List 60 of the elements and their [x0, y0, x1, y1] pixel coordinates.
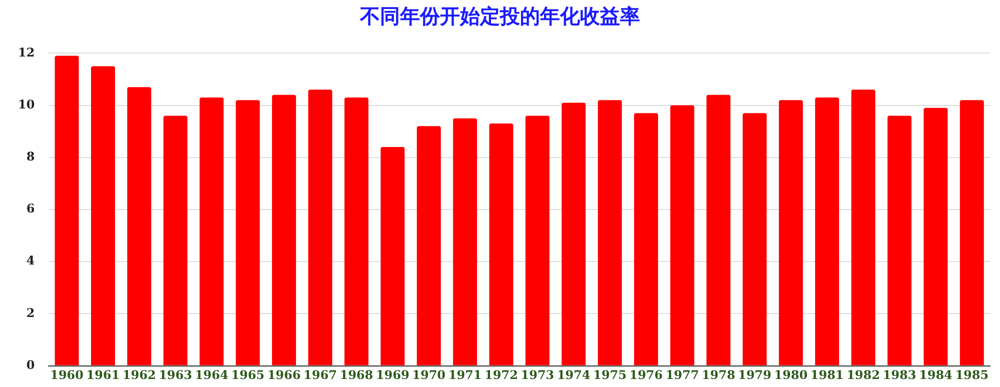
x-tick-label: 1966: [267, 368, 301, 382]
bar: [706, 94, 730, 366]
bar: [960, 100, 984, 366]
bar: [598, 100, 622, 366]
bar: [888, 116, 912, 366]
y-tick-label: 10: [18, 97, 35, 112]
x-tick-label: 1980: [774, 368, 808, 382]
y-tick-label: 12: [18, 45, 35, 60]
x-tick-label: 1977: [666, 368, 699, 382]
y-tick-label: 8: [26, 150, 35, 164]
x-tick-label: 1981: [810, 368, 844, 382]
x-tick-label: 1983: [882, 368, 916, 382]
x-tick-label: 1974: [556, 368, 590, 382]
bar: [344, 97, 368, 366]
x-tick-label: 1970: [412, 368, 446, 382]
y-tick-label: 4: [26, 254, 35, 268]
bar: [272, 94, 296, 366]
x-tick-label: 1975: [593, 368, 627, 382]
x-tick-label: 1985: [955, 368, 989, 382]
x-tick-label: 1973: [520, 368, 554, 382]
x-tick-label: 1984: [918, 368, 952, 382]
x-tick-label: 1960: [50, 368, 84, 382]
bar: [416, 126, 441, 366]
y-tick-label: 0: [26, 358, 35, 372]
bar: [634, 113, 658, 366]
bar: [924, 108, 948, 366]
x-tick-label: 1964: [194, 368, 228, 382]
x-tick-label: 1979: [738, 368, 772, 382]
bar: [54, 56, 79, 366]
y-tick-label: 2: [26, 306, 35, 320]
y-tick-label: 6: [26, 202, 35, 216]
x-tick-label: 1976: [629, 368, 663, 382]
x-tick-label: 1963: [158, 368, 192, 382]
x-tick-label: 1968: [340, 368, 374, 382]
bar: [562, 102, 586, 366]
bar: [380, 146, 405, 366]
bar: [525, 116, 550, 366]
x-tick-label: 1972: [484, 368, 518, 382]
bar: [453, 118, 478, 366]
x-tick-label: 1965: [231, 368, 265, 382]
x-tick-label: 1969: [376, 368, 410, 382]
bar: [236, 100, 260, 366]
bar: [815, 97, 840, 366]
x-tick-label: 1967: [304, 368, 337, 382]
x-tick-label: 1971: [448, 368, 482, 382]
bar: [91, 66, 115, 366]
bar: [489, 124, 514, 366]
bar: [742, 113, 767, 366]
bar: [778, 100, 803, 366]
bar: [163, 116, 188, 366]
bar: [670, 105, 694, 366]
chart-title: 不同年份开始定投的年化收益率: [358, 3, 641, 30]
bar: [308, 90, 332, 366]
x-tick-label: 1961: [86, 368, 120, 382]
bar: [200, 97, 224, 366]
x-tick-label: 1978: [702, 368, 736, 382]
x-tick-label: 1962: [122, 368, 156, 382]
x-tick-label: 1982: [846, 368, 880, 382]
bar: [127, 87, 152, 366]
bar: [851, 90, 876, 366]
